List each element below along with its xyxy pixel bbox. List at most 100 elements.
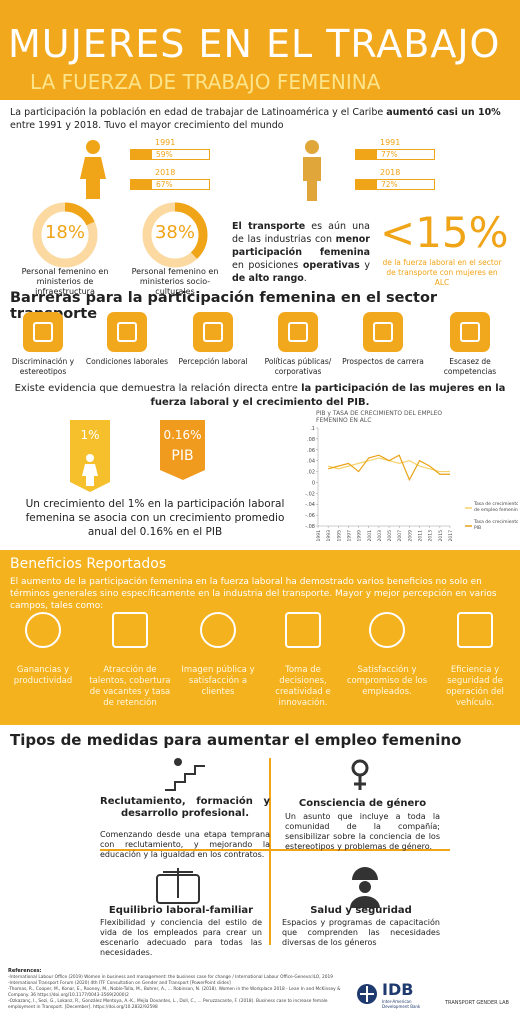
barrier-icon-mark — [460, 322, 480, 342]
x-tick-label: 2017 — [448, 530, 454, 542]
year-label: 1991 — [380, 138, 401, 147]
evidence-boxes — [70, 420, 205, 492]
measure-text: Flexibilidad y conciencia del estilo de … — [100, 918, 262, 957]
text: La participación la población en edad de… — [10, 107, 387, 118]
participation-icons — [80, 140, 321, 201]
barrier-label: Políticas públicas/ corporativas — [264, 357, 332, 376]
benefits-title: Beneficios Reportados — [10, 556, 167, 572]
bar-value: 77% — [381, 150, 398, 159]
barrier-icon-mark — [203, 322, 223, 342]
idb-subtitle: Inter-American Development Bank — [382, 999, 421, 1009]
x-tick-label: 2015 — [438, 530, 444, 542]
x-tick-label: 1991 — [316, 530, 322, 542]
measure-title: Salud y seguridad — [310, 905, 412, 916]
box-label: PIB — [171, 448, 194, 464]
transport-text: El transporte es aún una de las industri… — [232, 220, 370, 285]
legend-label: Tasa de crecimiento de empleo femenino — [473, 501, 518, 513]
chart-title: PIB y TASA DE CRECIMIENTO DEL EMPLEO FEM… — [316, 410, 443, 424]
x-tick-label: 2003 — [377, 530, 383, 542]
y-tick-label: -.06 — [305, 513, 315, 519]
x-tick-label: 1999 — [357, 530, 363, 542]
year-label: 2018 — [155, 168, 176, 177]
bold-text: la participación de las mujeres en la fu… — [150, 383, 506, 408]
barrier-icon-mark — [373, 322, 393, 342]
barriers-title: Barreras para la participación femenina … — [10, 290, 438, 322]
references: -International Labour Office (2019) Wome… — [8, 975, 353, 1011]
box-value: 1% — [80, 428, 100, 442]
text: Existe evidencia que demuestra la relaci… — [14, 383, 302, 394]
reference: -International Transport Forum (2020) 4t… — [8, 981, 231, 986]
barrier-label: Escasez de competencias — [443, 357, 497, 376]
bar-outline — [355, 149, 435, 160]
reference: -Thomas, R., Cooper, M., Konar, E., Roon… — [8, 987, 341, 998]
measures-art — [100, 758, 450, 945]
barrier-icon — [23, 312, 63, 352]
bold-text: menor participación femenina — [232, 234, 370, 258]
y-tick-label: -.02 — [305, 491, 315, 497]
bold-text: aumentó casi un 10% — [386, 107, 501, 118]
benefit-label: Satisfacción y compromiso de los emplead… — [346, 665, 428, 697]
benefit-label: Ganancias y productividad — [13, 665, 73, 686]
ministry-value: 38% — [154, 222, 195, 243]
text: es aún una de las industrias con — [232, 221, 370, 245]
x-tick-label: 2009 — [407, 530, 413, 542]
tgl-logo: TRANSPORT GENDER LAB — [445, 1000, 509, 1006]
barrier-icon — [107, 312, 147, 352]
benefit-label: Atracción de talentos, cobertura de vaca… — [89, 665, 171, 708]
measure-title: Equilibrio laboral-familiar — [108, 905, 254, 916]
barrier-icon — [193, 312, 233, 352]
x-tick-label: 1997 — [346, 530, 352, 542]
year-label: 2018 — [380, 168, 401, 177]
barrier-icon-mark — [288, 322, 308, 342]
box-value: 0.16% — [163, 428, 202, 442]
bold-text: de alto rango — [232, 273, 304, 284]
benefit-icon — [369, 612, 405, 648]
measure-title: Consciencia de género — [298, 798, 427, 809]
benefits-text: El aumento de la participación femenina … — [10, 577, 497, 611]
bar-outline — [355, 179, 435, 190]
idb-logo: IDB — [382, 980, 414, 999]
y-tick-label: -.04 — [305, 502, 315, 508]
measures-title: Tipos de medidas para aumentar el empleo… — [10, 731, 462, 749]
y-tick-label: 0 — [312, 480, 315, 486]
ministry-label: Personal femenino en ministerios de infr… — [21, 267, 109, 296]
benefit-label: Toma de decisiones, creatividad e innova… — [275, 665, 331, 708]
measure-text: Espacios y programas de capacitación que… — [282, 918, 440, 947]
y-tick-label: .08 — [307, 437, 315, 443]
bold-text: operativas — [302, 260, 360, 271]
barrier-label: Discriminación y estereotipos — [11, 357, 75, 376]
barrier-label: Prospectos de carrera — [342, 357, 424, 366]
benefit-icon — [285, 612, 321, 648]
y-tick-label: .1 — [310, 426, 315, 432]
intro: La participación la población en edad de… — [10, 106, 510, 132]
y-tick-label: .04 — [307, 459, 315, 465]
evidence-text: Existe evidencia que demuestra la relaci… — [10, 382, 510, 410]
benefit-icon — [25, 612, 61, 648]
evidence-caption: Un crecimiento del 1% en la participació… — [25, 498, 285, 538]
x-tick-label: 2005 — [387, 530, 393, 542]
ministry-label: Personal femenino en ministerios socio-c… — [131, 267, 219, 296]
y-tick-label: .06 — [307, 448, 315, 454]
measure-text: Comenzando desde una etapa temprana con … — [100, 830, 270, 859]
series-line — [327, 454, 450, 482]
benefit-label: Imagen pública y satisfacción a clientes — [181, 665, 255, 697]
benefit-label: Eficiencia y seguridad de operación del … — [446, 665, 504, 708]
benefit-icon — [457, 612, 493, 648]
ministry-value: 18% — [44, 222, 85, 243]
benefit-icon — [200, 612, 236, 648]
legend-label: Tasa de crecimiento PIB — [473, 519, 518, 531]
idb-mark — [357, 984, 377, 1004]
ministry-circles — [32, 202, 208, 268]
y-tick-label: .02 — [307, 470, 315, 476]
references-title: References: — [8, 968, 42, 974]
x-tick-label: 2007 — [397, 530, 403, 542]
text: y — [359, 260, 370, 271]
x-tick-label: 1993 — [326, 530, 332, 542]
bar-outline — [130, 179, 210, 190]
bar-value: 67% — [156, 180, 173, 189]
year-label: 1991 — [155, 138, 176, 147]
barrier-label: Condiciones laborales — [85, 357, 169, 366]
title: MUJERES EN EL TRABAJO — [8, 22, 501, 66]
